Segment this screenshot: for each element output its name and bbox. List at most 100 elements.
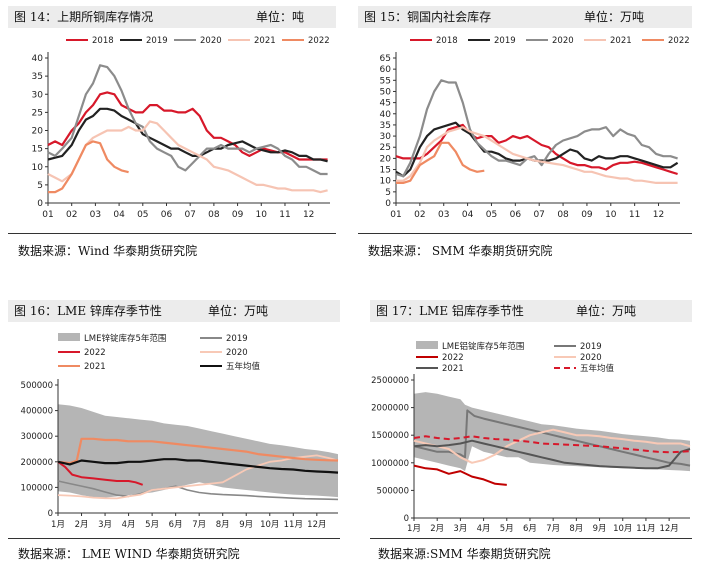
x-tick-label: 8月 [216, 520, 230, 530]
chart-source: 数据来源： SMM 华泰期货研究院 [368, 244, 553, 258]
x-tick-label: 05 [486, 210, 497, 220]
x-tick-label: 7月 [546, 524, 560, 534]
legend-label: 2019 [226, 334, 248, 344]
series-line-2022 [57, 460, 144, 486]
x-tick-label: 1月 [407, 524, 421, 534]
chart-title: 图 17：LME 铝库存季节性 [376, 304, 524, 318]
legend-label: LME铝锭库存5年范围 [442, 341, 524, 352]
y-tick-label: 5 [385, 188, 391, 198]
x-tick-label: 01 [390, 210, 401, 220]
series-line-五年均值 [413, 435, 691, 454]
legend-label: 2021 [84, 362, 106, 372]
y-tick-label: 0 [48, 509, 53, 519]
x-tick-label: 9月 [593, 524, 607, 534]
x-tick-label: 12月 [307, 520, 326, 530]
divider [8, 538, 340, 539]
chart-unit: 单位：万吨 [576, 304, 637, 318]
x-tick-label: 02 [414, 210, 425, 220]
range-band [58, 404, 338, 498]
x-tick-label: 2月 [75, 520, 89, 530]
x-tick-label: 07 [184, 210, 195, 220]
y-tick-label: 10 [32, 163, 44, 173]
x-tick-label: 7月 [192, 520, 206, 530]
y-tick-label: 35 [380, 121, 391, 131]
x-tick-label: 04 [462, 210, 474, 220]
series-line-2021 [396, 126, 678, 184]
y-tick-label: 45 [380, 99, 391, 109]
x-tick-label: 12月 [659, 524, 678, 534]
x-tick-label: 4月 [122, 520, 136, 530]
y-tick-label: 55 [380, 76, 391, 86]
y-tick-label: 500000 [377, 486, 409, 496]
x-tick-label: 12 [653, 210, 664, 220]
area-chart-lme-aluminum: 0 500000 1000000 1500000 2000000 2500000 1月 2月 3… [371, 341, 691, 534]
y-tick-label: 400000 [21, 407, 53, 417]
legend-label: 2020 [552, 36, 574, 46]
x-tick-label: 1月 [51, 520, 65, 530]
legend-swatch [58, 333, 80, 341]
y-tick-label: 20 [380, 154, 392, 164]
x-tick-label: 8月 [569, 524, 583, 534]
chart-source: 数据来源:SMM 华泰期货研究院 [378, 547, 551, 561]
x-tick-label: 08 [557, 210, 569, 220]
series-line-五年均值 [57, 458, 339, 474]
series-line-2022 [396, 141, 485, 184]
legend-label: 2020 [200, 36, 222, 46]
y-tick-label: 500000 [21, 381, 53, 391]
x-tick-label: 10月 [260, 520, 279, 530]
legend-label: 2021 [442, 364, 464, 374]
series-line-2022 [413, 464, 507, 486]
chart-title: 图 16：LME 锌库存季节性 [14, 304, 162, 318]
y-tick-label: 0 [385, 199, 391, 209]
y-tick-label: 25 [32, 108, 43, 118]
chart-title-bar: 图 15：铜国内社会库存 单位：万吨 [358, 6, 692, 28]
x-tick-label: 05 [137, 210, 148, 220]
x-tick-label: 01 [42, 210, 53, 220]
y-tick-label: 100000 [21, 483, 53, 493]
x-tick-label: 3月 [453, 524, 467, 534]
x-tick-label: 06 [510, 210, 522, 220]
x-tick-label: 9月 [239, 520, 253, 530]
y-tick-label: 200000 [21, 458, 53, 468]
y-tick-label: 35 [32, 72, 43, 82]
x-tick-label: 10 [256, 210, 268, 220]
legend-swatch [416, 341, 438, 349]
chart-unit: 单位：吨 [256, 10, 305, 24]
legend-label: 2022 [308, 36, 330, 46]
area-chart-lme-zinc: 0 100000 200000 300000 400000 500000 1月 2月 3月 4月 5… [21, 333, 339, 530]
chart-source: 数据来源：Wind 华泰期货研究院 [18, 244, 198, 258]
chart-title-bar: 图 16：LME 锌库存季节性 单位：万吨 [8, 300, 340, 322]
x-tick-label: 09 [232, 210, 244, 220]
x-tick-label: 07 [533, 210, 544, 220]
legend-label: 2018 [436, 36, 458, 46]
legend-label: 2019 [580, 342, 602, 352]
y-tick-label: 15 [32, 145, 43, 155]
legend-label: 2022 [442, 353, 464, 363]
series-line-2022 [48, 140, 129, 194]
series-line-2020 [413, 428, 691, 464]
legend-label: LME锌锭库存5年范围 [84, 333, 166, 344]
y-tick-label: 40 [32, 54, 44, 64]
y-tick-label: 40 [380, 110, 392, 120]
x-tick-label: 02 [66, 210, 77, 220]
chart-title: 图 14：上期所铜库存情况 [14, 10, 154, 24]
series-line-2020 [47, 64, 328, 176]
y-tick-label: 65 [380, 54, 391, 64]
legend-label: 2022 [84, 348, 106, 358]
x-tick-label: 08 [208, 210, 220, 220]
x-tick-label: 5月 [145, 520, 159, 530]
x-tick-label: 09 [581, 210, 593, 220]
y-tick-label: 25 [380, 143, 391, 153]
y-tick-label: 15 [380, 166, 391, 176]
legend-label: 2018 [92, 36, 114, 46]
y-tick-label: 1500000 [371, 431, 409, 441]
divider [8, 233, 336, 234]
x-tick-label: 03 [90, 210, 101, 220]
series-line-2021 [413, 439, 691, 470]
legend-label: 2020 [226, 348, 248, 358]
y-tick-label: 0 [37, 199, 43, 209]
y-tick-label: 1000000 [371, 459, 409, 469]
x-tick-label: 11 [629, 210, 640, 220]
y-tick-label: 2500000 [371, 376, 409, 386]
